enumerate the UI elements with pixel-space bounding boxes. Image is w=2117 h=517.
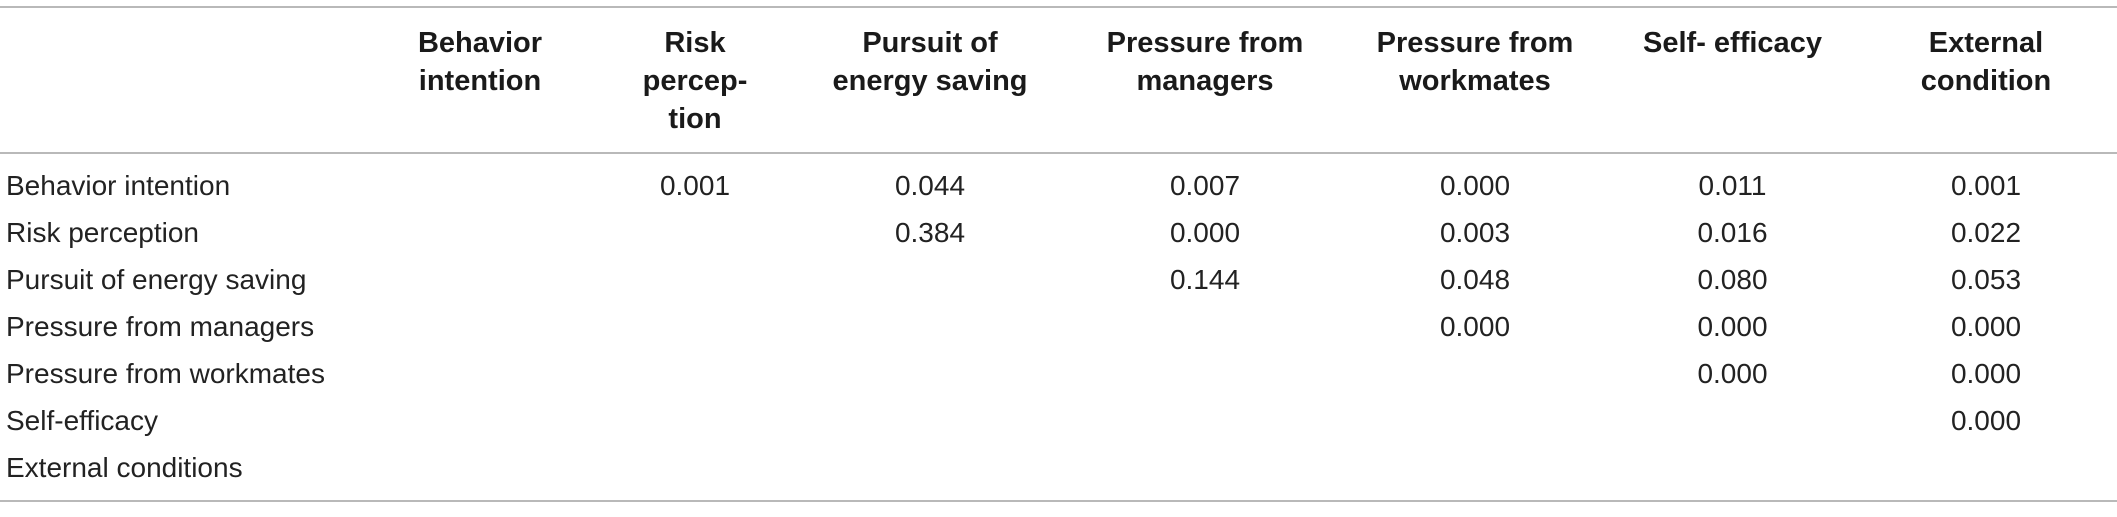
table-cell (600, 445, 790, 501)
table-cell (1070, 304, 1340, 351)
header-line: Pressure from (1106, 27, 1304, 59)
table-row: Pressure from workmates 0.000 0.000 (0, 351, 2117, 398)
table-cell (600, 398, 790, 445)
table-cell: 0.001 (659, 170, 731, 201)
table-body: Behavior intention 0.001 0.044 0.007 0.0… (0, 153, 2117, 501)
table-row: Self-efficacy 0.000 (0, 398, 2117, 445)
header-cell-pressure-from-managers: Pressure from managers (1070, 7, 1340, 153)
table-row: External conditions (0, 445, 2117, 501)
table-cell: 0.000 (1439, 311, 1511, 342)
table-cell: 0.144 (1169, 264, 1241, 295)
table-cell (1070, 445, 1340, 501)
table-cell (600, 351, 790, 398)
header-cell-self-efficacy: Self- efficacy (1610, 7, 1855, 153)
table-cell: 0.384 (894, 217, 966, 248)
table-cell (790, 398, 1070, 445)
table-cell: 0.007 (1169, 170, 1241, 201)
table-cell (1610, 398, 1855, 445)
row-label-external-conditions: External conditions (6, 452, 243, 483)
header-line: Self- efficacy (1643, 27, 1822, 59)
table-header: Behavior intention Risk percep- tion Pur… (0, 7, 2117, 153)
header-cell-corner (0, 7, 360, 153)
header-row: Behavior intention Risk percep- tion Pur… (0, 7, 2117, 153)
table-cell (600, 210, 790, 257)
table-cell: 0.003 (1439, 217, 1511, 248)
table-cell: 0.022 (1950, 217, 2022, 248)
table-cell: 0.053 (1950, 264, 2022, 295)
header-cell-behavior-intention: Behavior intention (360, 7, 600, 153)
header-line: Pursuit of (862, 27, 998, 59)
table-cell: 0.016 (1697, 217, 1768, 248)
table-cell (790, 304, 1070, 351)
row-label-behavior-intention: Behavior intention (6, 170, 231, 201)
row-label-risk-perception: Risk perception (6, 217, 199, 248)
table-cell (360, 445, 600, 501)
table-cell (360, 398, 600, 445)
table-cell: 0.000 (1950, 405, 2022, 436)
header-line: intention (418, 65, 542, 97)
table-cell (1340, 351, 1610, 398)
header-line: condition (1920, 65, 2052, 97)
row-label-pursuit-of-energy-saving: Pursuit of energy saving (6, 264, 307, 295)
header-cell-external-condition: External condition (1855, 7, 2117, 153)
table-cell (360, 210, 600, 257)
header-cell-pursuit-of-energy-saving: Pursuit of energy saving (790, 7, 1070, 153)
table-cell (790, 351, 1070, 398)
row-label-pressure-from-workmates: Pressure from workmates (6, 358, 325, 389)
table-row: Behavior intention 0.001 0.044 0.007 0.0… (0, 153, 2117, 210)
header-line: Behavior (417, 27, 543, 59)
table-cell (1855, 445, 2117, 501)
table-cell (600, 257, 790, 304)
table-cell (1070, 351, 1340, 398)
table-row: Risk perception 0.384 0.000 0.003 0.016 … (0, 210, 2117, 257)
table-cell: 0.001 (1950, 170, 2022, 201)
header-line: energy saving (832, 65, 1028, 97)
table-row: Pursuit of energy saving 0.144 0.048 0.0… (0, 257, 2117, 304)
table-cell (360, 351, 600, 398)
header-cell-risk-perception: Risk percep- tion (600, 7, 790, 153)
table-cell (360, 257, 600, 304)
header-cell-pressure-from-workmates: Pressure from workmates (1340, 7, 1610, 153)
table-row: Pressure from managers 0.000 0.000 0.000 (0, 304, 2117, 351)
table-cell (360, 153, 600, 210)
table-cell: 0.048 (1439, 264, 1511, 295)
table-cell (1340, 398, 1610, 445)
header-line: workmates (1399, 65, 1551, 97)
header-line: External (1928, 27, 2044, 59)
table-cell: 0.000 (1697, 358, 1768, 389)
table-cell: 0.000 (1697, 311, 1768, 342)
correlation-table: Behavior intention Risk percep- tion Pur… (0, 6, 2117, 502)
table-cell (600, 304, 790, 351)
row-label-pressure-from-managers: Pressure from managers (6, 311, 315, 342)
table-cell: 0.080 (1697, 264, 1768, 295)
table-cell (1610, 445, 1855, 501)
header-line: tion (668, 103, 722, 135)
header-line: percep- (642, 65, 748, 97)
table-cell: 0.000 (1439, 170, 1511, 201)
header-line: Risk (664, 27, 726, 59)
table-cell: 0.000 (1950, 358, 2022, 389)
table-cell (790, 445, 1070, 501)
table-cell (360, 304, 600, 351)
table-cell (790, 257, 1070, 304)
header-line: Pressure from (1376, 27, 1574, 59)
header-line: managers (1136, 65, 1274, 97)
table-cell (1070, 398, 1340, 445)
table-cell (1340, 445, 1610, 501)
table-cell: 0.000 (1169, 217, 1241, 248)
table-cell: 0.044 (894, 170, 966, 201)
table-cell: 0.011 (1698, 170, 1767, 201)
table-cell: 0.000 (1950, 311, 2022, 342)
row-label-self-efficacy: Self-efficacy (6, 405, 158, 436)
